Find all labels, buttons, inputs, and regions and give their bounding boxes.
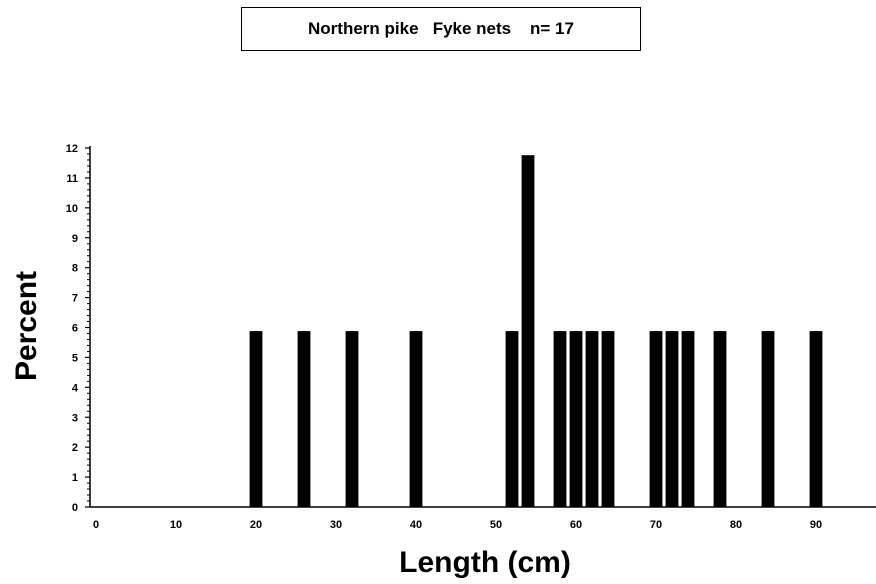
bar — [521, 155, 535, 507]
y-tick-label: 7 — [72, 293, 78, 305]
y-tick-label: 2 — [72, 442, 78, 454]
bar — [249, 331, 263, 507]
x-tick-label: 90 — [810, 519, 822, 531]
x-tick-label: 0 — [93, 519, 99, 531]
x-tick-label: 20 — [250, 519, 262, 531]
bar — [681, 331, 695, 507]
y-tick-label: 10 — [66, 203, 78, 215]
y-tick-label: 1 — [72, 472, 78, 484]
bar — [809, 331, 823, 507]
bars-group — [249, 155, 823, 507]
x-tick-label: 30 — [330, 519, 342, 531]
bar — [665, 331, 679, 507]
x-tick-label: 10 — [170, 519, 182, 531]
y-tick-label: 6 — [72, 323, 78, 335]
x-tick-label: 80 — [730, 519, 742, 531]
bar — [505, 331, 519, 507]
y-tick-label: 8 — [72, 263, 78, 275]
bar — [761, 331, 775, 507]
bar — [585, 331, 599, 507]
y-axis-title: Percent — [10, 271, 43, 381]
y-tick-label: 5 — [72, 352, 78, 364]
x-tick-label: 60 — [570, 519, 582, 531]
x-tick-label: 70 — [650, 519, 662, 531]
y-tick-label: 0 — [72, 502, 78, 514]
y-tick-label: 11 — [66, 173, 78, 185]
bar — [345, 331, 359, 507]
bar — [601, 331, 615, 507]
chart-title: Northern pike Fyke nets n= 17 — [241, 7, 641, 51]
x-axis-title: Length (cm) — [399, 546, 571, 579]
x-tick-label: 40 — [410, 519, 422, 531]
bar — [297, 331, 311, 507]
y-tick-label: 4 — [72, 382, 79, 394]
y-tick-label: 3 — [72, 412, 78, 424]
bar — [569, 331, 583, 507]
bar — [649, 331, 663, 507]
x-tick-label: 50 — [490, 519, 502, 531]
bar — [553, 331, 567, 507]
y-tick-label: 9 — [72, 233, 78, 245]
bar — [713, 331, 727, 507]
bar — [409, 331, 423, 507]
y-tick-label: 12 — [66, 143, 78, 155]
